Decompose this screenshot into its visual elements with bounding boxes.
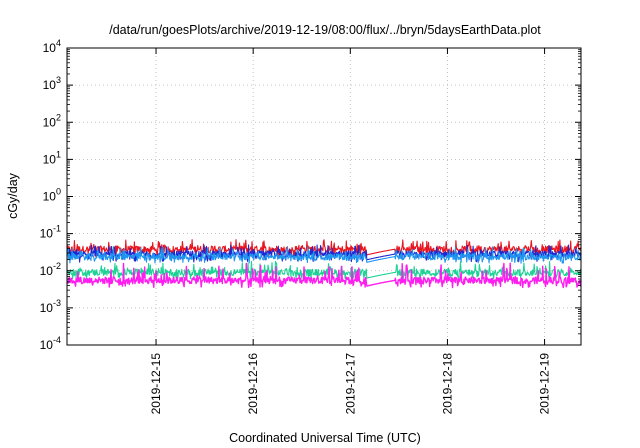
x-tick-label: 2019-12-19 [538, 353, 552, 415]
series-line-5 [66, 262, 582, 289]
x-axis-label: Coordinated Universal Time (UTC) [229, 431, 421, 445]
series-layer [66, 239, 582, 289]
y-tick-label: 10-2 [40, 261, 61, 278]
y-tick-label: 10-3 [40, 298, 61, 315]
chart-title: /data/run/goesPlots/archive/2019-12-19/0… [109, 23, 541, 37]
y-tick-label: 10-1 [40, 224, 61, 241]
x-tick-label: 2019-12-18 [440, 353, 454, 415]
y-tick-label: 102 [43, 112, 61, 129]
x-tick-label: 2019-12-15 [149, 353, 163, 415]
x-tick-label: 2019-12-17 [343, 353, 357, 415]
x-tick-label: 2019-12-16 [246, 353, 260, 415]
y-tick-label: 100 [43, 187, 61, 204]
series-line-4 [66, 260, 582, 280]
series-line-3 [66, 246, 582, 264]
grid [67, 48, 581, 345]
y-axis: 10-4 10-3 10-2 10-1 100 101 102 103 104 [40, 38, 581, 352]
y-tick-label: 101 [43, 149, 61, 166]
y-tick-label: 104 [43, 38, 61, 55]
y-axis-label: cGy/day [6, 172, 20, 219]
x-axis: 2019-12-15 2019-12-16 2019-12-17 2019-12-18… [149, 48, 552, 414]
y-tick-label: 103 [43, 75, 61, 92]
series-line-1 [66, 239, 582, 259]
y-tick-label: 10-4 [40, 335, 61, 352]
